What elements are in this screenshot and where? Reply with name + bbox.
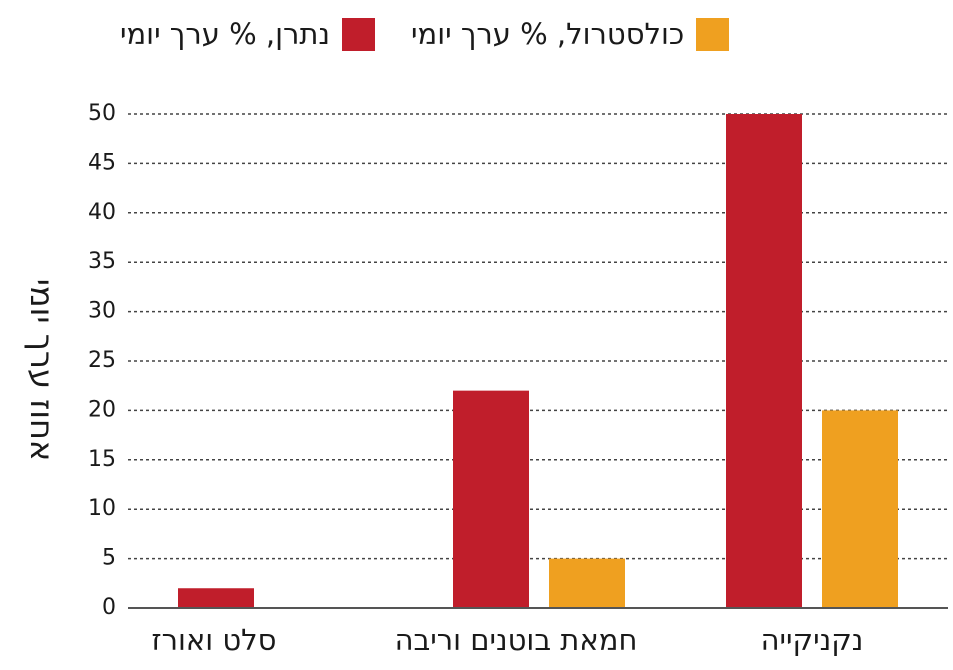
y-axis-label: אחוז ערך יומי (23, 279, 61, 461)
bars (178, 114, 898, 608)
y-tick-label: 35 (88, 249, 116, 274)
x-tick-label: נקניקייה (761, 623, 864, 657)
y-tick-label: 40 (88, 200, 116, 225)
bar-cholesterol (549, 558, 625, 608)
bar-sodium (453, 390, 529, 608)
y-tick-label: 10 (88, 496, 116, 521)
gridlines (128, 113, 948, 560)
legend-swatch-cholesterol (696, 17, 730, 51)
legend-item-cholesterol: כולסטרול, % ערך יומי (411, 17, 730, 51)
legend-item-sodium: נתרן, % ערך יומי (120, 17, 376, 51)
legend-swatch-sodium (342, 17, 376, 51)
legend: נתרן, % ערך יומי כולסטרול, % ערך יומי (120, 14, 920, 54)
y-tick-label: 5 (102, 546, 116, 571)
y-tick-labels: 0 5 10 15 20 25 30 35 40 45 50 (88, 101, 116, 620)
y-tick-label: 50 (88, 101, 116, 126)
y-tick-label: 30 (88, 299, 116, 324)
y-tick-label: 15 (88, 447, 116, 472)
x-tick-label: חמאת בוטנים וריבה (395, 623, 638, 657)
legend-label-cholesterol: כולסטרול, % ערך יומי (411, 17, 685, 51)
y-tick-label: 45 (88, 150, 116, 175)
y-tick-label: 25 (88, 348, 116, 373)
x-tick-labels: נקניקייה חמאת בוטנים וריבה סלט ואורז (152, 623, 864, 657)
bar-sodium (178, 588, 254, 608)
y-tick-label: 20 (88, 397, 116, 422)
x-tick-label: סלט ואורז (152, 623, 277, 657)
legend-label-sodium: נתרן, % ערך יומי (120, 17, 331, 51)
y-tick-label: 0 (102, 595, 116, 620)
bar-sodium (726, 114, 802, 608)
bar-cholesterol (822, 410, 898, 608)
